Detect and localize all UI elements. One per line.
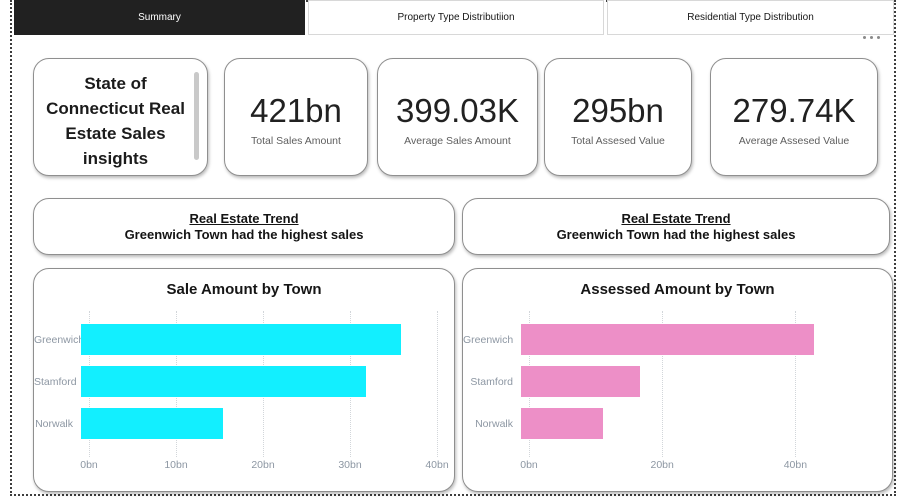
kpi-value: 421bn <box>250 91 342 129</box>
bar-row: Norwalk <box>463 408 862 439</box>
insight-title: Real Estate Trend <box>189 211 299 226</box>
tab-property-type-distribution[interactable]: Property Type Distributiion <box>308 0 604 35</box>
bar-track <box>81 366 437 397</box>
kpi-value: 279.74K <box>732 91 856 129</box>
more-options-icon[interactable] <box>863 36 880 39</box>
tab-residential-type-distribution[interactable]: Residential Type Distribution <box>607 0 894 35</box>
bar-row: Norwalk <box>34 408 437 439</box>
kpi-average-sales-amount: 399.03K Average Sales Amount <box>377 58 538 176</box>
chart-title: Assessed Amount by Town <box>580 281 775 298</box>
x-tick-label: 0bn <box>80 459 98 471</box>
x-tick-label: 30bn <box>338 459 362 471</box>
x-tick-label: 0bn <box>520 459 538 471</box>
bar-track <box>81 324 437 355</box>
bar-row: Stamford <box>463 366 862 397</box>
chart-title: Sale Amount by Town <box>166 281 322 298</box>
kpi-label: Average Sales Amount <box>404 134 511 147</box>
scrollbar[interactable] <box>194 72 199 160</box>
x-tick-label: 10bn <box>164 459 188 471</box>
kpi-total-assessed-value: 295bn Total Assesed Value <box>544 58 692 176</box>
report-title: State of Connecticut Real Estate Sales i… <box>46 74 185 168</box>
x-tick-label: 20bn <box>251 459 275 471</box>
category-label: Norwalk <box>475 417 513 430</box>
gridline <box>437 311 438 457</box>
plot-area: Greenwich Stamford Norwalk 0bn 20bn 40bn <box>463 311 892 471</box>
bar-norwalk[interactable] <box>521 408 603 439</box>
bar-greenwich[interactable] <box>81 324 402 355</box>
x-tick-label: 20bn <box>650 459 674 471</box>
kpi-label: Average Assesed Value <box>738 134 850 147</box>
bar-track <box>521 366 862 397</box>
category-label: Norwalk <box>35 417 73 430</box>
kpi-label: Total Sales Amount <box>251 134 341 147</box>
insight-text: Greenwich Town had the highest sales <box>556 227 796 242</box>
category-label: Stamford <box>34 375 77 388</box>
kpi-label: Total Assesed Value <box>571 134 665 147</box>
report-title-card: State of Connecticut Real Estate Sales i… <box>33 58 208 176</box>
bar-row: Stamford <box>34 366 437 397</box>
gridline <box>662 311 664 457</box>
insight-text: Greenwich Town had the highest sales <box>124 227 364 242</box>
bar-row: Greenwich <box>463 324 862 355</box>
x-tick-label: 40bn <box>425 459 449 471</box>
plot-area: Greenwich Stamford Norwalk 0bn 10bn 20bn 30bn… <box>34 311 454 471</box>
category-label: Greenwich <box>463 333 514 346</box>
category-label: Stamford <box>470 375 513 388</box>
bar-stamford[interactable] <box>81 366 366 397</box>
bar-norwalk[interactable] <box>81 408 224 439</box>
bar-greenwich[interactable] <box>521 324 815 355</box>
bar-chart-sale-amount-by-town: Sale Amount by Town Greenwich Stamford Nor… <box>33 268 455 492</box>
tab-summary[interactable]: Summary <box>14 0 305 35</box>
category-label: Greenwich <box>34 333 85 346</box>
gridline <box>795 311 797 457</box>
bar-row: Greenwich <box>34 324 437 355</box>
bar-stamford[interactable] <box>521 366 641 397</box>
kpi-value: 295bn <box>572 91 664 129</box>
insight-card-assessed: Real Estate Trend Greenwich Town had the… <box>462 198 890 255</box>
bar-track <box>521 324 862 355</box>
x-tick-label: 40bn <box>783 459 808 471</box>
kpi-average-assessed-value: 279.74K Average Assesed Value <box>710 58 878 176</box>
insight-card-sales: Real Estate Trend Greenwich Town had the… <box>33 198 455 255</box>
bar-track <box>521 408 862 439</box>
insight-title: Real Estate Trend <box>621 211 731 226</box>
kpi-total-sales-amount: 421bn Total Sales Amount <box>224 58 368 176</box>
kpi-value: 399.03K <box>396 91 519 129</box>
bar-track <box>81 408 437 439</box>
bar-chart-assessed-amount-by-town: Assessed Amount by Town Greenwich Stamfor… <box>462 268 893 492</box>
